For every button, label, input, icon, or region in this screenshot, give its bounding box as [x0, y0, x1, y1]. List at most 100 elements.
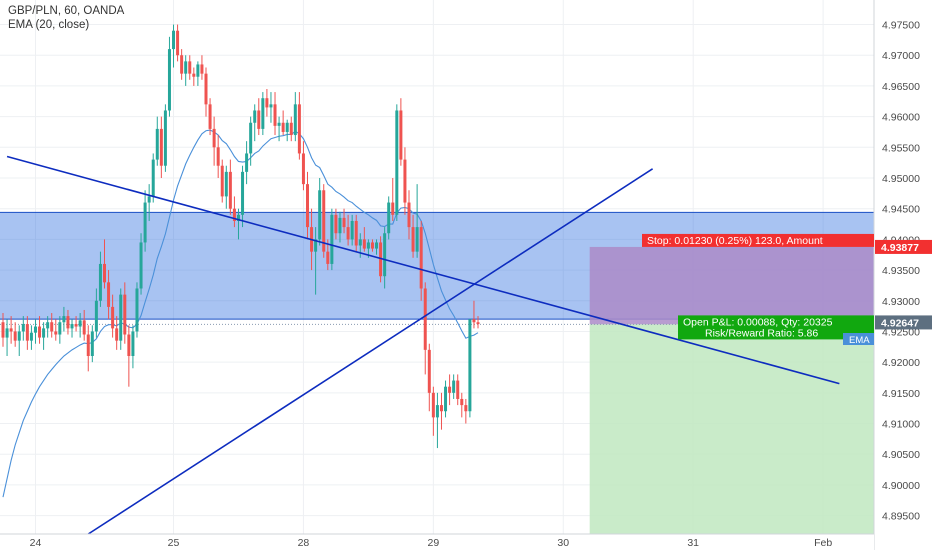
candle-body — [379, 242, 383, 277]
candle-body — [415, 227, 419, 252]
candle — [78, 313, 82, 338]
candle — [245, 141, 249, 185]
candle — [379, 236, 383, 283]
last-price-tag — [875, 315, 932, 330]
price-tick-label: 4.91500 — [882, 388, 920, 400]
candle — [123, 282, 127, 344]
candle — [431, 386, 435, 436]
chart-header: GBP/PLN, 60, OANDA EMA (20, close) — [8, 5, 125, 31]
candle — [289, 116, 293, 142]
candle-body — [452, 380, 456, 393]
price-tick-label: 4.93500 — [882, 265, 920, 277]
candle-body — [318, 190, 322, 240]
candle-body — [172, 30, 176, 50]
stop-label-box — [642, 233, 874, 247]
candle — [127, 325, 131, 387]
candle-body — [350, 220, 354, 240]
candle-body — [107, 282, 111, 307]
candle — [220, 159, 224, 203]
candle — [427, 343, 431, 412]
candle-body — [212, 128, 216, 148]
candle — [82, 309, 86, 341]
candle — [439, 392, 443, 430]
candle-body — [273, 104, 277, 126]
candle-body — [70, 324, 74, 329]
trendline[interactable] — [6, 155, 840, 385]
position-labels: Stop: 0.01230 (0.25%) 123.0, Amount 4.938… — [642, 233, 932, 346]
candle — [249, 116, 253, 166]
candle-body — [460, 398, 464, 406]
candle-body — [407, 202, 411, 228]
candle — [151, 153, 155, 203]
price-tick-label: 4.96000 — [882, 112, 920, 124]
candle-body — [224, 171, 228, 197]
candle — [42, 322, 46, 350]
candle-body — [362, 239, 366, 249]
candle-body — [25, 324, 29, 341]
candle-body — [391, 202, 395, 215]
candle — [391, 178, 395, 221]
candle — [25, 316, 29, 350]
time-tick-label: 25 — [168, 537, 180, 549]
candle — [192, 67, 196, 86]
candle-body — [236, 214, 240, 221]
candle-body — [90, 331, 94, 356]
candle — [306, 171, 309, 240]
candle — [236, 208, 240, 240]
candle — [411, 214, 415, 258]
candle — [375, 239, 379, 255]
candle — [208, 98, 212, 136]
candle — [452, 374, 456, 399]
candle-body — [123, 294, 127, 335]
candle — [330, 208, 334, 271]
price-tick-label: 4.92500 — [882, 326, 920, 338]
candle-body — [342, 217, 346, 228]
candle-body — [232, 208, 236, 221]
trendlines[interactable] — [6, 155, 840, 535]
candle — [212, 116, 216, 166]
candle-body — [62, 316, 66, 323]
candle — [33, 319, 37, 344]
candle — [322, 184, 326, 258]
candle-body — [358, 239, 362, 246]
candle-body — [464, 405, 468, 412]
time-axis[interactable]: 24 25 28 29 30 31 Feb — [0, 533, 874, 550]
candle-body — [289, 122, 293, 136]
candle-body — [176, 30, 180, 56]
candle — [155, 116, 159, 166]
candle-body — [301, 153, 305, 185]
pnl-label-line1: Open P&L: 0.00088, Qty: 20325 — [683, 316, 833, 328]
candle-body — [147, 196, 151, 203]
candle — [13, 322, 17, 347]
stop-loss-zone — [589, 246, 874, 325]
candle — [58, 316, 62, 344]
ema-line — [2, 129, 479, 498]
candle — [172, 24, 176, 68]
candle-body — [383, 233, 387, 277]
candle-body — [265, 98, 269, 108]
candle — [265, 89, 269, 117]
candle-body — [395, 110, 399, 215]
stop-label-text: Stop: 0.01230 (0.25%) 123.0, Amount — [647, 235, 823, 247]
candle-body — [188, 61, 192, 74]
candle — [184, 55, 188, 86]
trendline[interactable] — [87, 168, 654, 535]
price-tick-label: 4.97500 — [882, 20, 920, 32]
candle-body — [143, 202, 147, 243]
candle-body — [9, 328, 13, 332]
candle — [17, 325, 21, 356]
price-axis[interactable]: 4.89500 4.90000 4.90500 4.91000 4.91500 4.920… — [873, 0, 932, 550]
candle — [38, 316, 42, 344]
candle — [232, 196, 236, 228]
candle-body — [306, 184, 309, 228]
time-tick-label: Feb — [814, 537, 832, 549]
candle — [107, 270, 111, 320]
candle-body — [159, 128, 163, 166]
stop-price-tag-text: 4.93877 — [881, 242, 919, 254]
candle-body — [74, 324, 78, 327]
candle-body — [220, 165, 224, 197]
candle-body — [54, 331, 58, 335]
candle-body — [184, 61, 188, 74]
candle-body — [439, 405, 443, 412]
